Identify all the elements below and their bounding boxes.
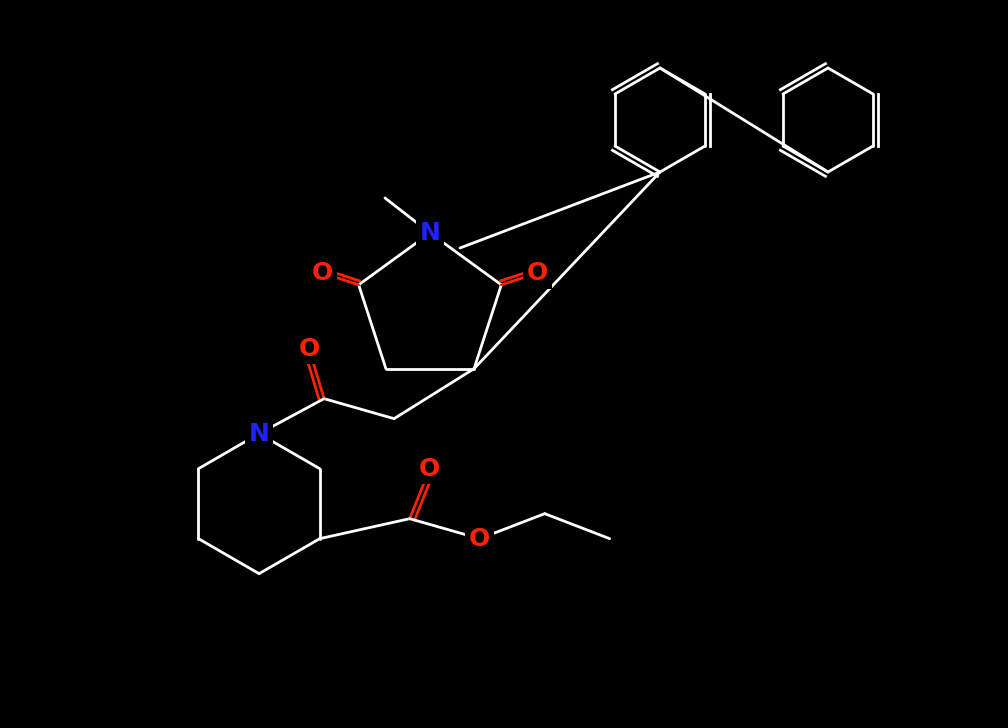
Text: N: N xyxy=(249,422,269,446)
Text: O: O xyxy=(527,261,548,285)
Text: O: O xyxy=(298,336,320,360)
Text: N: N xyxy=(419,221,440,245)
Text: O: O xyxy=(311,261,334,285)
Text: O: O xyxy=(469,526,490,550)
Text: O: O xyxy=(419,456,440,480)
